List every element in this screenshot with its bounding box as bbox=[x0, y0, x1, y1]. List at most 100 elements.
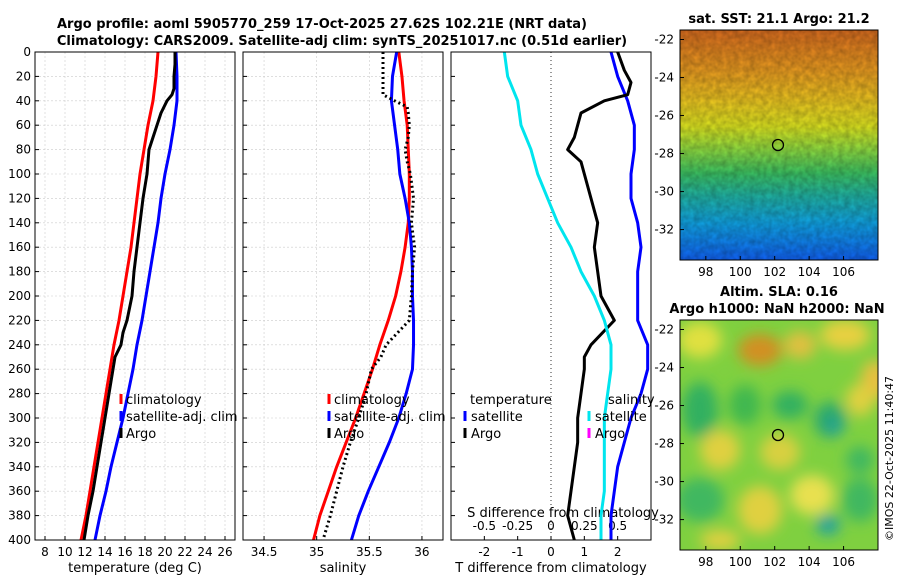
y-tick-label: 380 bbox=[8, 509, 31, 523]
x2-tick-label: -0.5 bbox=[473, 519, 496, 533]
sst-texture bbox=[680, 30, 878, 260]
y-tick-label: 280 bbox=[8, 387, 31, 401]
x2-tick-label: -0.25 bbox=[502, 519, 533, 533]
x-tick-label: 1 bbox=[581, 545, 589, 559]
y-tick-label: 340 bbox=[8, 460, 31, 474]
map-x-tick-label: 98 bbox=[698, 265, 713, 279]
series-temperature-satellite bbox=[609, 51, 650, 540]
map-x-tick-label: 100 bbox=[729, 555, 752, 569]
sla-argo-marker bbox=[771, 428, 785, 442]
sla-map-frame bbox=[679, 319, 879, 551]
y-tick-label: 120 bbox=[8, 191, 31, 205]
x-tick-label: 35 bbox=[309, 545, 324, 559]
map-y-tick-label: -32 bbox=[654, 223, 674, 237]
map-x-tick-label: 100 bbox=[729, 265, 752, 279]
x-tick-label: 12 bbox=[77, 545, 92, 559]
legend-label: satellite-adj. clim bbox=[334, 410, 446, 425]
map-x-tick-label: 104 bbox=[798, 265, 821, 279]
x-tick-label: 10 bbox=[57, 545, 72, 559]
map-x-tick-label: 106 bbox=[832, 555, 855, 569]
x2-axis-label: S difference from climatology bbox=[467, 506, 659, 521]
x-tick-label: -2 bbox=[478, 545, 490, 559]
x-tick-label: 34.5 bbox=[251, 545, 278, 559]
legend-label: climatology bbox=[334, 393, 410, 408]
map-y-tick-label: -30 bbox=[654, 475, 674, 489]
y-tick-label: 20 bbox=[16, 69, 31, 83]
sst-map-title: sat. SST: 21.1 Argo: 21.2 bbox=[688, 12, 869, 27]
header-line2: Climatology: CARS2009. Satellite-adj cli… bbox=[57, 34, 627, 49]
y-tick-label: 220 bbox=[8, 313, 31, 327]
y-tick-label: 40 bbox=[16, 94, 31, 108]
legend-label: Argo bbox=[471, 427, 501, 442]
series-salinity-satellite bbox=[502, 51, 613, 540]
map-y-tick-label: -24 bbox=[654, 361, 674, 375]
temperature-panel: 0 20 40 60 80 100 120 140 160 180 200 220 240 260 280 3… bbox=[8, 45, 238, 576]
salinity-panel: 34.5 35 35.5 36 salinity climatology satellite… bbox=[242, 51, 446, 576]
y-tick-label: 60 bbox=[16, 118, 31, 132]
map-x-tick-label: 102 bbox=[763, 555, 786, 569]
y-tick-label: 0 bbox=[23, 45, 31, 59]
series-argo bbox=[82, 52, 177, 541]
map-y-tick-label: -28 bbox=[654, 437, 674, 451]
legend-title: salinity bbox=[608, 393, 655, 408]
legend-label: satellite bbox=[595, 410, 647, 425]
y-tick-label: 100 bbox=[8, 167, 31, 181]
map-x-tick-label: 106 bbox=[832, 265, 855, 279]
series-temperature-argo bbox=[566, 51, 633, 541]
panel-frame bbox=[34, 51, 236, 541]
panel-frame bbox=[450, 51, 652, 541]
header-line1: Argo profile: aoml 5905770_259 17-Oct-20… bbox=[57, 17, 587, 32]
y-tick-label: 200 bbox=[8, 289, 31, 303]
legend-title: temperature bbox=[470, 393, 552, 408]
map-y-tick-label: -26 bbox=[654, 109, 674, 123]
map-y-tick-label: -24 bbox=[654, 71, 674, 85]
x-tick-label: 36 bbox=[414, 545, 429, 559]
y-tick-label: 80 bbox=[16, 143, 31, 157]
difference-panel: -2 -1 0 1 2 T difference from climatology -0.5… bbox=[450, 51, 659, 576]
map-x-tick-label: 104 bbox=[798, 555, 821, 569]
y-tick-label: 400 bbox=[8, 533, 31, 547]
sla-map-title: Altim. SLA: 0.16 bbox=[720, 285, 838, 300]
y-tick-label: 320 bbox=[8, 435, 31, 449]
y-tick-label: 240 bbox=[8, 338, 31, 352]
x-tick-label: 14 bbox=[97, 545, 112, 559]
legend-label: satellite bbox=[471, 410, 523, 425]
x-axis-label: T difference from climatology bbox=[454, 561, 647, 576]
x2-tick-label: 0.25 bbox=[571, 519, 598, 533]
panel-frame bbox=[242, 51, 444, 541]
legend-label: Argo bbox=[126, 427, 156, 442]
sst-map: sat. SST: 21.1 Argo: 21.2 98 100 102 104 106… bbox=[654, 12, 879, 279]
x2-tick-label: 0 bbox=[547, 519, 555, 533]
sla-blobs bbox=[680, 320, 878, 550]
series-satellite-adj-clim bbox=[93, 51, 179, 541]
x-tick-label: 16 bbox=[117, 545, 132, 559]
map-y-tick-label: -28 bbox=[654, 147, 674, 161]
series-climatology bbox=[79, 51, 160, 541]
watermark: ©IMOS 22-Oct-2025 11:40:47 bbox=[883, 376, 896, 541]
x-tick-label: 0 bbox=[547, 545, 555, 559]
x-axis-label: salinity bbox=[320, 561, 367, 576]
y-tick-label: 180 bbox=[8, 265, 31, 279]
x-tick-label: 26 bbox=[217, 545, 232, 559]
sla-map: Altim. SLA: 0.16 Argo h1000: NaN h2000: … bbox=[654, 285, 884, 569]
legend-label: satellite-adj. clim bbox=[126, 410, 238, 425]
x-tick-label: 24 bbox=[197, 545, 212, 559]
x-tick-label: 2 bbox=[614, 545, 622, 559]
legend-label: Argo bbox=[595, 427, 625, 442]
sst-map-frame bbox=[679, 29, 879, 261]
x-axis-label: temperature (deg C) bbox=[68, 561, 202, 576]
legend-label: Argo bbox=[334, 427, 364, 442]
x-tick-label: 20 bbox=[157, 545, 172, 559]
map-x-tick-label: 102 bbox=[763, 265, 786, 279]
y-tick-label: 300 bbox=[8, 411, 31, 425]
y-tick-label: 160 bbox=[8, 240, 31, 254]
x-tick-label: 22 bbox=[177, 545, 192, 559]
x-tick-label: 35.5 bbox=[356, 545, 383, 559]
sla-map-subtitle: Argo h1000: NaN h2000: NaN bbox=[669, 302, 884, 317]
map-y-tick-label: -22 bbox=[654, 323, 674, 337]
x-tick-label: -1 bbox=[512, 545, 524, 559]
y-tick-label: 360 bbox=[8, 484, 31, 498]
y-tick-label: 140 bbox=[8, 216, 31, 230]
legend-label: climatology bbox=[126, 393, 202, 408]
